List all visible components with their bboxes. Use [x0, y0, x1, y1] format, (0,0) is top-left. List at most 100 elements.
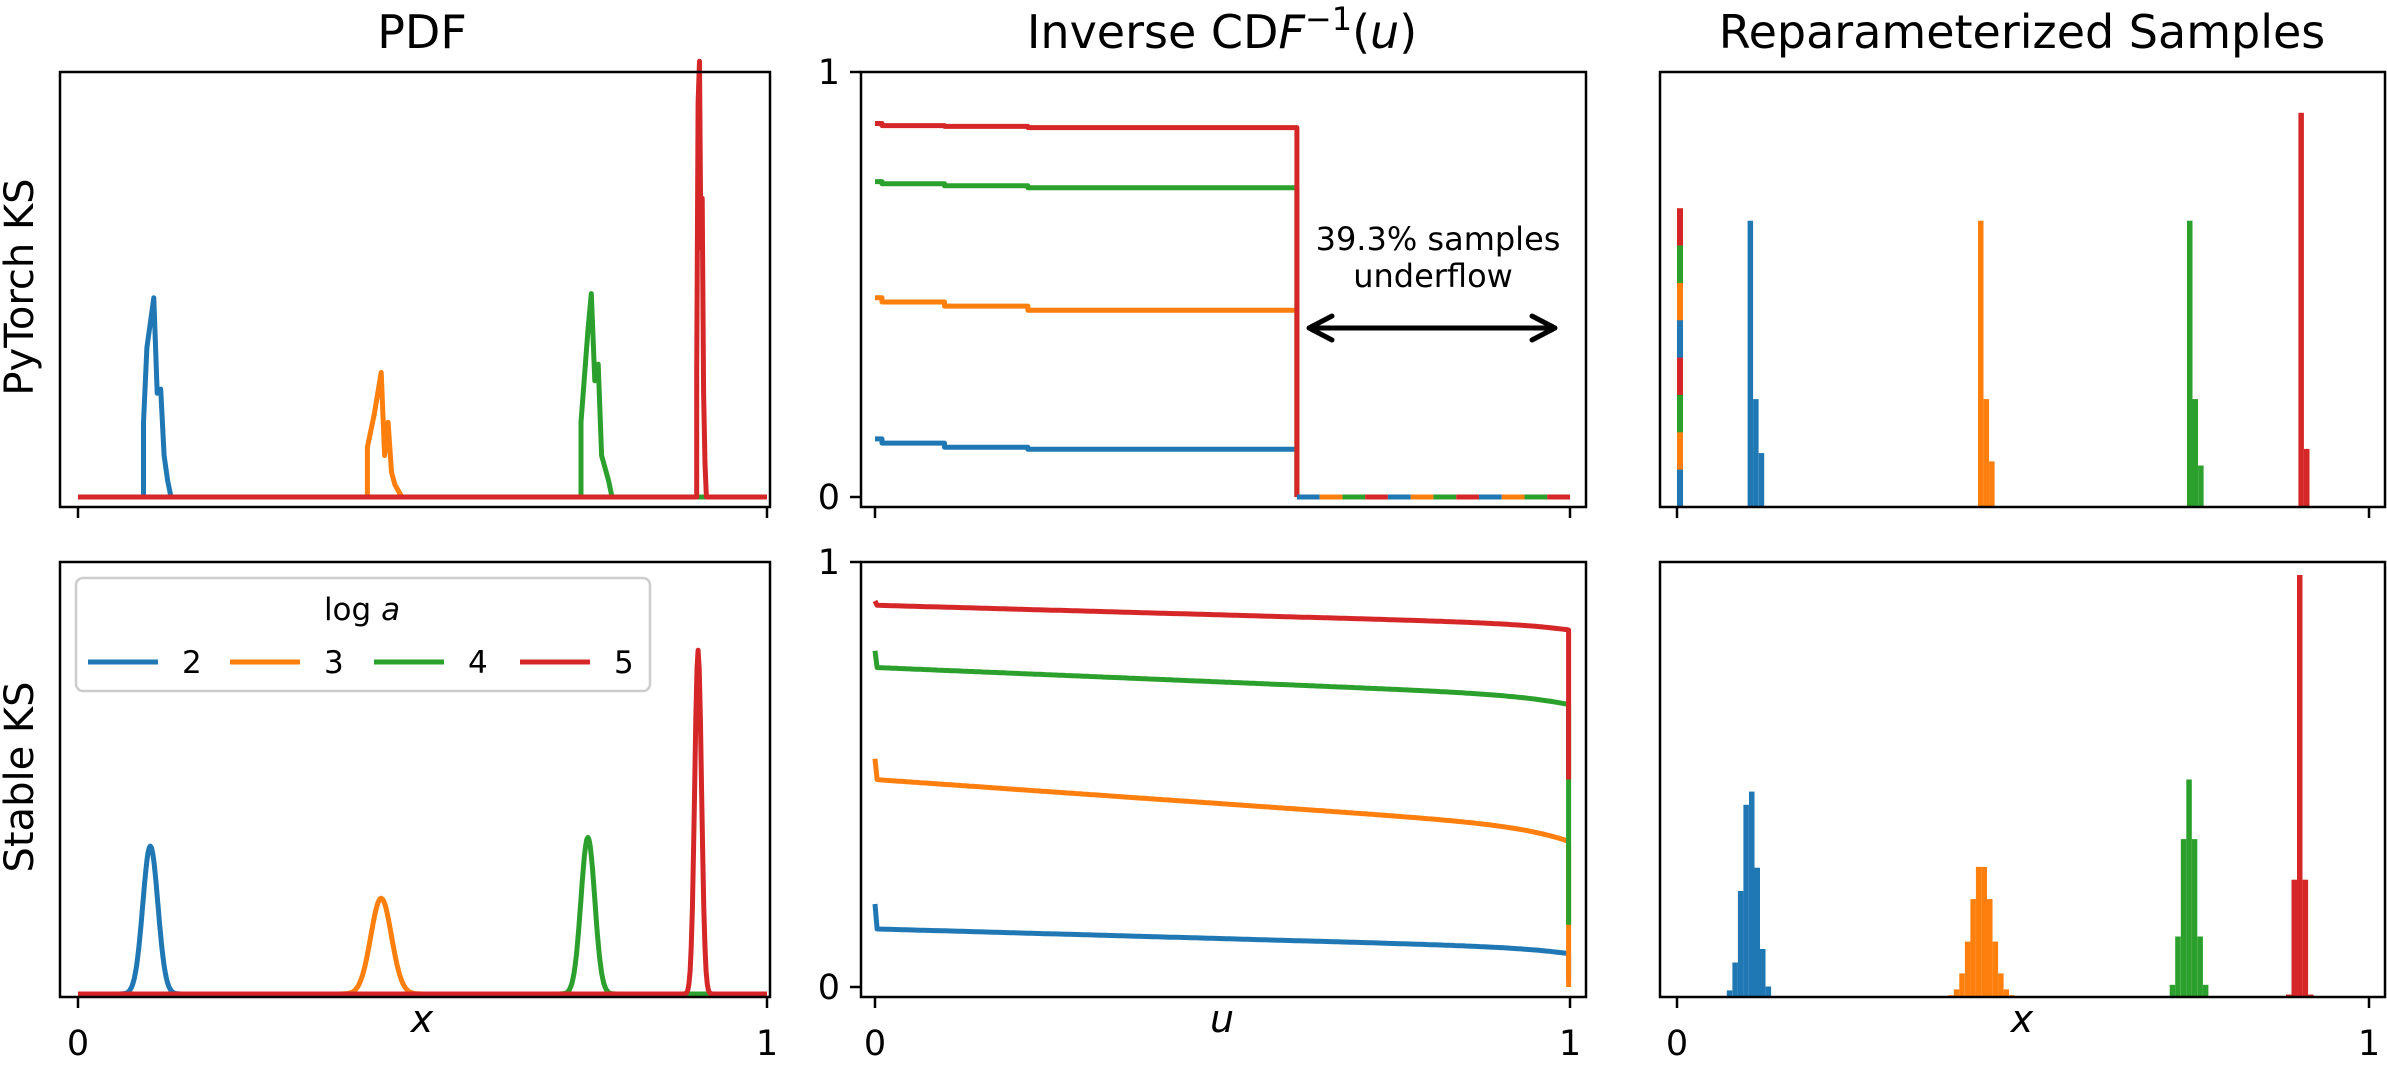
samples-bottom-bar-3	[1953, 989, 1960, 997]
row-label-stable: Stable KS	[0, 681, 43, 872]
samples-top-bar-3	[1978, 220, 1984, 507]
samples-bottom-bar-3	[1987, 899, 1993, 997]
axis-label-pdf-x: x	[410, 997, 434, 1041]
samples-bottom-bar-3	[2003, 989, 2010, 997]
title-part: F	[1278, 5, 1305, 59]
tick-label-samples-x1: 1	[2358, 1024, 2380, 1064]
icdf-top-series-5	[875, 121, 1300, 497]
samples-top-bar-3	[1983, 399, 1990, 507]
samples-top-bar-4	[2192, 399, 2198, 507]
axes-frame-samples-bottom	[1658, 560, 2387, 999]
samples-bottom-bar-4	[2175, 936, 2181, 997]
axes-frame-samples-top	[1658, 70, 2387, 509]
axes-frame-pdf-top	[58, 70, 772, 509]
axes-frame-icdf-top	[859, 70, 1588, 509]
tick-label-icdf-top-y0: 0	[818, 478, 840, 518]
pdf-top-series-4	[78, 291, 767, 500]
samples-top-bar-4	[2187, 220, 2193, 507]
legend-label-2: 2	[182, 645, 202, 681]
samples-bottom-bar-4	[2191, 839, 2198, 997]
y-tick-marks	[850, 70, 861, 989]
icdf-bottom-series-4	[872, 650, 1572, 925]
samples-bottom-bar-4	[2202, 984, 2209, 997]
samples-top-underflow-bar	[1677, 245, 1683, 284]
legend-title: log a	[324, 592, 400, 628]
tick-label-icdf-u1: 1	[1559, 1024, 1581, 1064]
pdf-bottom-series-4	[76, 834, 769, 997]
samples-bottom-bar-5	[2297, 575, 2303, 997]
icdf-bottom-series-5	[872, 599, 1572, 780]
samples-bottom-bar-4	[2169, 984, 2176, 997]
samples-top-underflow-bar	[1677, 357, 1683, 396]
samples-top-bar-2	[1758, 453, 1765, 508]
legend-label-4: 4	[468, 645, 488, 681]
title-part: )	[1399, 5, 1417, 59]
samples-bottom-bar-3	[1964, 941, 1971, 997]
tick-label-icdf-top-y1: 1	[818, 53, 840, 93]
underflow-annotation-line2: underflow	[1353, 257, 1513, 295]
legend-box	[74, 576, 652, 693]
tick-label-icdf-bottom-y0: 0	[818, 968, 840, 1008]
samples-bottom-bar-2	[1765, 986, 1772, 997]
tick-label-icdf-u0: 0	[864, 1024, 886, 1064]
row-label-pytorch: PyTorch KS	[0, 178, 43, 395]
title-part: −1	[1305, 0, 1352, 38]
samples-top-underflow-bar	[1677, 320, 1683, 359]
underflow-arrow	[1306, 313, 1558, 343]
title-part: Inverse CD	[1027, 5, 1279, 59]
axes-frame-pdf-bottom	[58, 560, 772, 999]
samples-top-underflow-bar	[1677, 208, 1683, 247]
samples-bottom-bar-5	[2291, 879, 2297, 997]
underflow-annotation-line1: 39.3% samples	[1316, 220, 1561, 258]
legend-label-5: 5	[614, 645, 634, 681]
samples-top-underflow-bar	[1677, 432, 1683, 471]
samples-bottom-bar-4	[2180, 839, 2187, 997]
pdf-bottom-series-5	[76, 647, 769, 997]
x-tick-marks	[76, 507, 2371, 1008]
col-title-inverse-cdf: Inverse CDF−1(u)	[1027, 0, 1417, 59]
samples-top-bar-5	[2298, 112, 2304, 508]
axes-frame-icdf-bottom	[859, 560, 1588, 999]
tick-label-icdf-bottom-y1: 1	[818, 543, 840, 583]
samples-top-bar-2	[1753, 399, 1759, 507]
samples-top-underflow-bar	[1677, 394, 1683, 433]
legend-title-log: log	[324, 592, 381, 628]
plot-area	[76, 58, 2314, 997]
samples-bottom-bar-3	[1981, 866, 1987, 997]
col-title-samples: Reparameterized Samples	[1719, 5, 2326, 59]
icdf-bottom-series-2	[872, 903, 1572, 979]
tick-label-samples-x0: 0	[1666, 1024, 1688, 1064]
samples-bottom-bar-2	[1743, 804, 1749, 997]
samples-bottom-bar-3	[1992, 941, 1999, 997]
samples-bottom-bar-2	[1749, 791, 1755, 997]
samples-bottom-bar-2	[1732, 962, 1738, 997]
tick-label-pdf-x1: 1	[756, 1024, 778, 1064]
samples-top-bar-4	[2198, 465, 2204, 507]
legend-title-a: a	[381, 592, 400, 628]
samples-bottom-bar-2	[1760, 949, 1766, 997]
samples-top-bar-5	[2304, 448, 2310, 507]
samples-bottom-bar-5	[2302, 879, 2309, 997]
samples-bottom-bar-2	[1754, 867, 1760, 997]
icdf-top-series-2	[875, 436, 1300, 497]
pdf-top-series-3	[78, 370, 767, 500]
samples-top-bar-3	[1989, 461, 1995, 507]
axis-label-icdf-u: u	[1210, 997, 1234, 1041]
legend: log a 2 3 4 5	[74, 576, 652, 693]
axis-label-samples-x: x	[2010, 997, 2034, 1041]
icdf-top-series-3	[875, 295, 1300, 497]
samples-bottom-bar-3	[1998, 973, 2004, 997]
title-part: (	[1352, 5, 1370, 59]
samples-bottom-bar-4	[2197, 936, 2203, 997]
title-part: u	[1370, 5, 1399, 59]
samples-bottom-bar-4	[2186, 779, 2192, 997]
pdf-bottom-series-3	[76, 895, 769, 997]
samples-bottom-bar-3	[1970, 899, 1976, 997]
legend-entries: 2 3 4 5	[88, 645, 634, 681]
icdf-bottom-series-3	[872, 758, 1572, 987]
col-title-pdf: PDF	[377, 5, 467, 59]
samples-bottom-bar-2	[1737, 891, 1744, 997]
pdf-top-series-2	[78, 295, 767, 500]
samples-bottom-bar-2	[1726, 990, 1733, 997]
